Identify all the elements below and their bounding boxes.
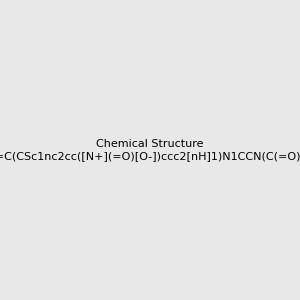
Text: Chemical Structure
O=C(CSc1nc2cc([N+](=O)[O-])ccc2[nH]1)N1CCN(C(=O)c2: Chemical Structure O=C(CSc1nc2cc([N+](=O… bbox=[0, 139, 300, 161]
